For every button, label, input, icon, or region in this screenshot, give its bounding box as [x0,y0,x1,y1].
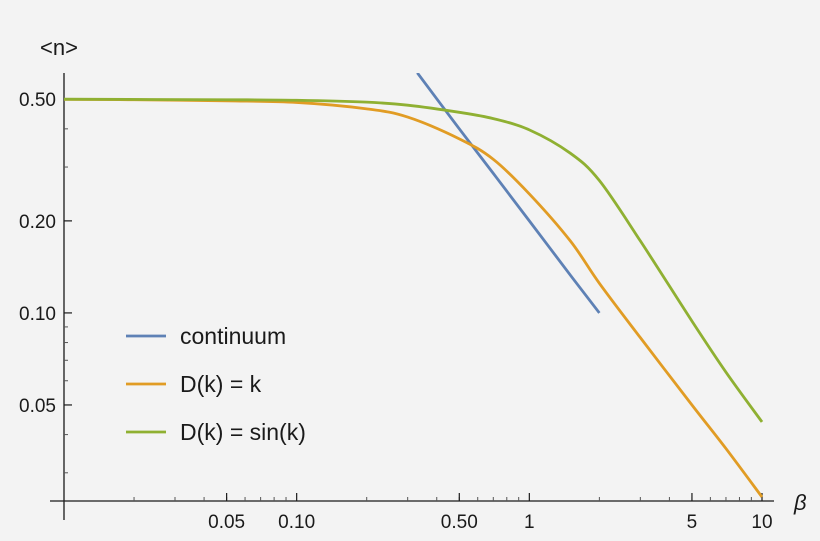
legend-label: D(k) = k [180,371,262,397]
legend-label: D(k) = sin(k) [180,419,306,445]
series-line-3 [64,97,764,423]
ticks: 0.05 0.10 0.50 1 5 10 0.05 0.10 0.20 0.50 [19,90,773,533]
series-line-2 [64,97,764,498]
series-lines [64,73,764,498]
legend-label: continuum [180,323,286,349]
axes [50,73,774,520]
x-tick-label: 5 [687,512,698,533]
legend: continuum D(k) = k D(k) = sin(k) [126,323,306,445]
x-tick-label: 0.05 [208,512,245,533]
x-axis-label: β [793,490,807,515]
y-axis-label: <n> [40,35,78,60]
x-tick-label: 1 [524,512,535,533]
y-tick-label: 0.05 [19,396,56,417]
series-line-1 [416,73,601,314]
x-tick-label: 0.10 [278,512,315,533]
y-tick-label: 0.20 [19,212,56,233]
y-tick-label: 0.50 [19,90,56,111]
y-tick-label: 0.10 [19,304,56,325]
x-tick-label: 10 [751,512,772,533]
x-tick-label: 0.50 [441,512,478,533]
